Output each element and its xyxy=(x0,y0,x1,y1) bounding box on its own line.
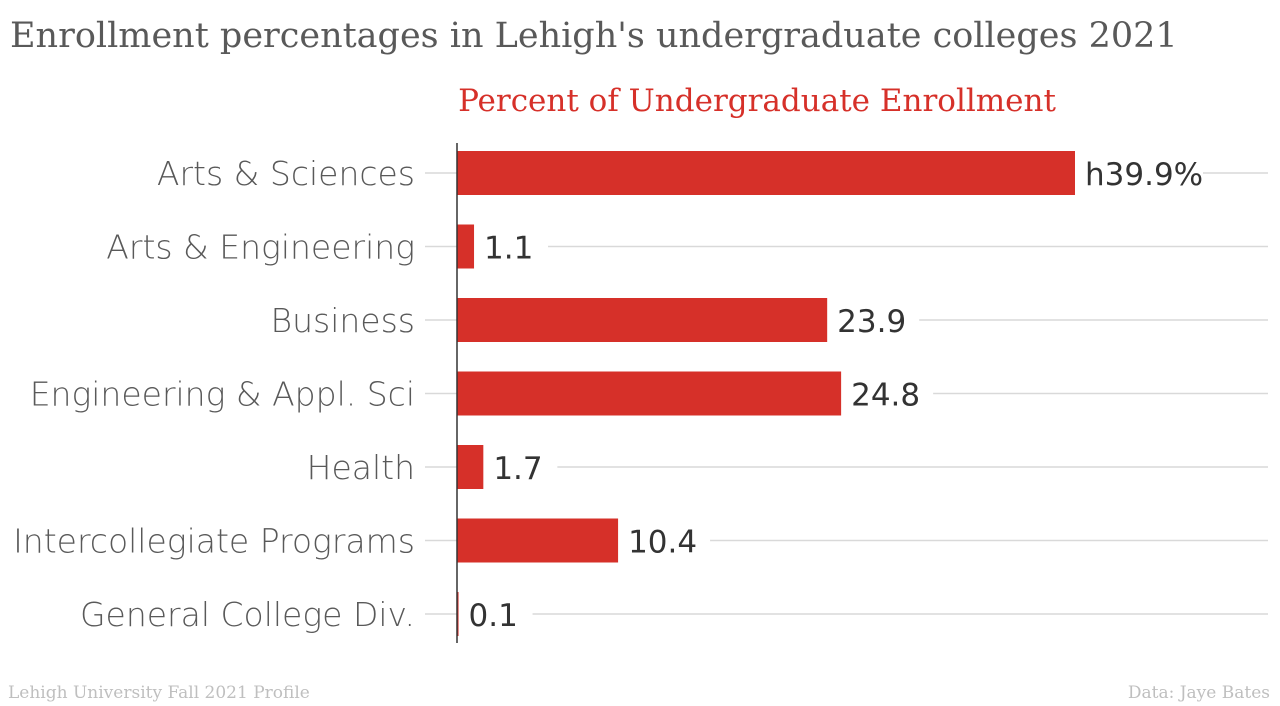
series-title: Percent of Undergraduate Enrollment xyxy=(458,83,1056,119)
value-label: 0.1 xyxy=(469,598,518,634)
bar xyxy=(457,151,1075,195)
value-label: h39.9% xyxy=(1085,157,1203,193)
bar xyxy=(457,298,828,342)
bar xyxy=(457,224,475,269)
labels: Arts & Sciences h39.9% Arts & Engineering 1… xyxy=(13,154,1203,634)
bar xyxy=(457,445,484,489)
gridlines xyxy=(425,172,1268,615)
category-label: Arts & Sciences xyxy=(157,154,415,193)
value-label: 24.8 xyxy=(851,378,920,414)
credit-text: Data: Jaye Bates xyxy=(1128,683,1270,703)
bar xyxy=(457,592,459,636)
bars xyxy=(457,151,1075,636)
category-label: Arts & Engineering xyxy=(106,228,415,267)
value-label: 23.9 xyxy=(837,304,906,340)
category-label: Health xyxy=(307,448,415,487)
source-text: Lehigh University Fall 2021 Profile xyxy=(8,683,310,703)
bar xyxy=(457,518,619,563)
bar xyxy=(457,371,842,416)
category-label: General College Div. xyxy=(80,595,415,634)
category-label: Engineering & Appl. Sci xyxy=(30,375,415,414)
value-label: 10.4 xyxy=(628,525,697,561)
value-label: 1.1 xyxy=(484,231,533,267)
category-label: Business xyxy=(271,301,416,340)
category-label: Intercollegiate Programs xyxy=(13,522,415,561)
value-label: 1.7 xyxy=(493,451,542,487)
chart-title: Enrollment percentages in Lehigh's under… xyxy=(10,16,1178,56)
